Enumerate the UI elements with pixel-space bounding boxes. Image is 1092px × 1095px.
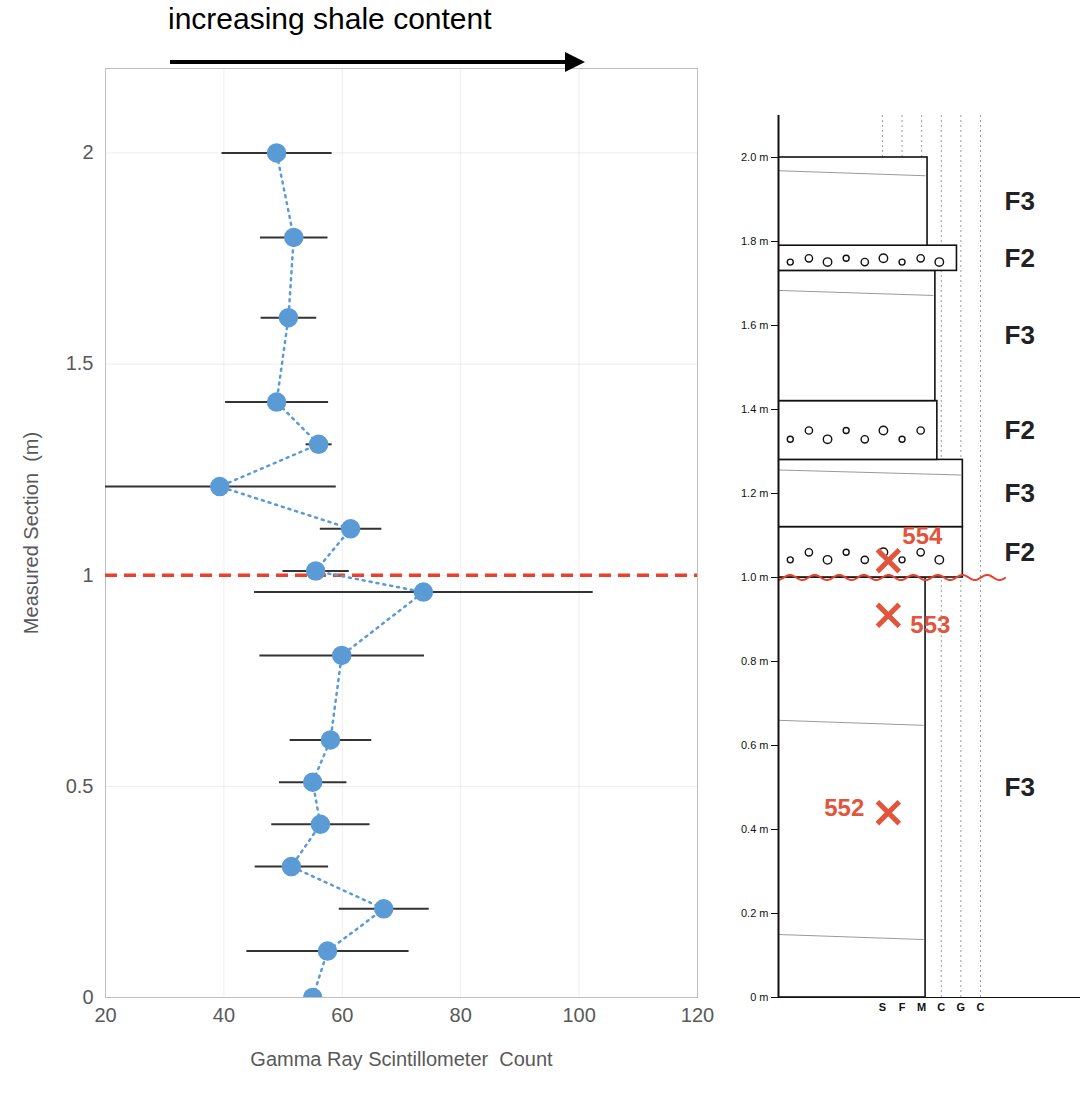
svg-text:F2: F2 [1005, 415, 1035, 445]
svg-text:F2: F2 [1005, 243, 1035, 273]
svg-text:553: 553 [910, 611, 950, 638]
svg-text:0.6 m: 0.6 m [741, 739, 769, 751]
svg-text:100: 100 [562, 1004, 595, 1026]
svg-text:C: C [937, 1001, 945, 1013]
svg-text:C: C [977, 1001, 985, 1013]
svg-text:1: 1 [82, 564, 93, 586]
svg-text:60: 60 [331, 1004, 353, 1026]
html-text:increasing shale content: increasing shale content [168, 2, 492, 35]
svg-text:1.8 m: 1.8 m [741, 235, 769, 247]
svg-text:F3: F3 [1005, 186, 1035, 216]
svg-text:0: 0 [82, 986, 93, 1008]
svg-text:2.0 m: 2.0 m [741, 151, 769, 163]
svg-text:S: S [879, 1001, 886, 1013]
svg-text:0.4 m: 0.4 m [741, 823, 769, 835]
svg-text:554: 554 [902, 522, 943, 549]
svg-text:1.2 m: 1.2 m [741, 487, 769, 499]
svg-text:F3: F3 [1005, 772, 1035, 802]
svg-text:120: 120 [681, 1004, 714, 1026]
svg-text:0.8 m: 0.8 m [741, 655, 769, 667]
svg-text:F3: F3 [1005, 478, 1035, 508]
svg-text:0 m: 0 m [750, 991, 768, 1003]
svg-text:1.6 m: 1.6 m [741, 319, 769, 331]
svg-text:80: 80 [450, 1004, 472, 1026]
svg-text:552: 552 [824, 794, 864, 821]
svg-text:F: F [899, 1001, 906, 1013]
svg-text:Gamma Ray Scintillometer Coun: Gamma Ray Scintillometer Count [250, 1048, 553, 1070]
svg-text:1.5: 1.5 [66, 352, 94, 374]
svg-text:0.2 m: 0.2 m [741, 907, 769, 919]
svg-text:1.4 m: 1.4 m [741, 403, 769, 415]
svg-text:F3: F3 [1005, 320, 1035, 350]
svg-text:40: 40 [213, 1004, 235, 1026]
svg-text:0.5: 0.5 [66, 775, 94, 797]
svg-text:2: 2 [82, 141, 93, 163]
svg-text:M: M [917, 1001, 926, 1013]
svg-text:F2: F2 [1005, 537, 1035, 567]
svg-text:Measured Section (m): Measured Section (m) [20, 432, 42, 634]
svg-text:1.0 m: 1.0 m [741, 571, 769, 583]
svg-text:20: 20 [94, 1004, 116, 1026]
svg-text:G: G [957, 1001, 966, 1013]
